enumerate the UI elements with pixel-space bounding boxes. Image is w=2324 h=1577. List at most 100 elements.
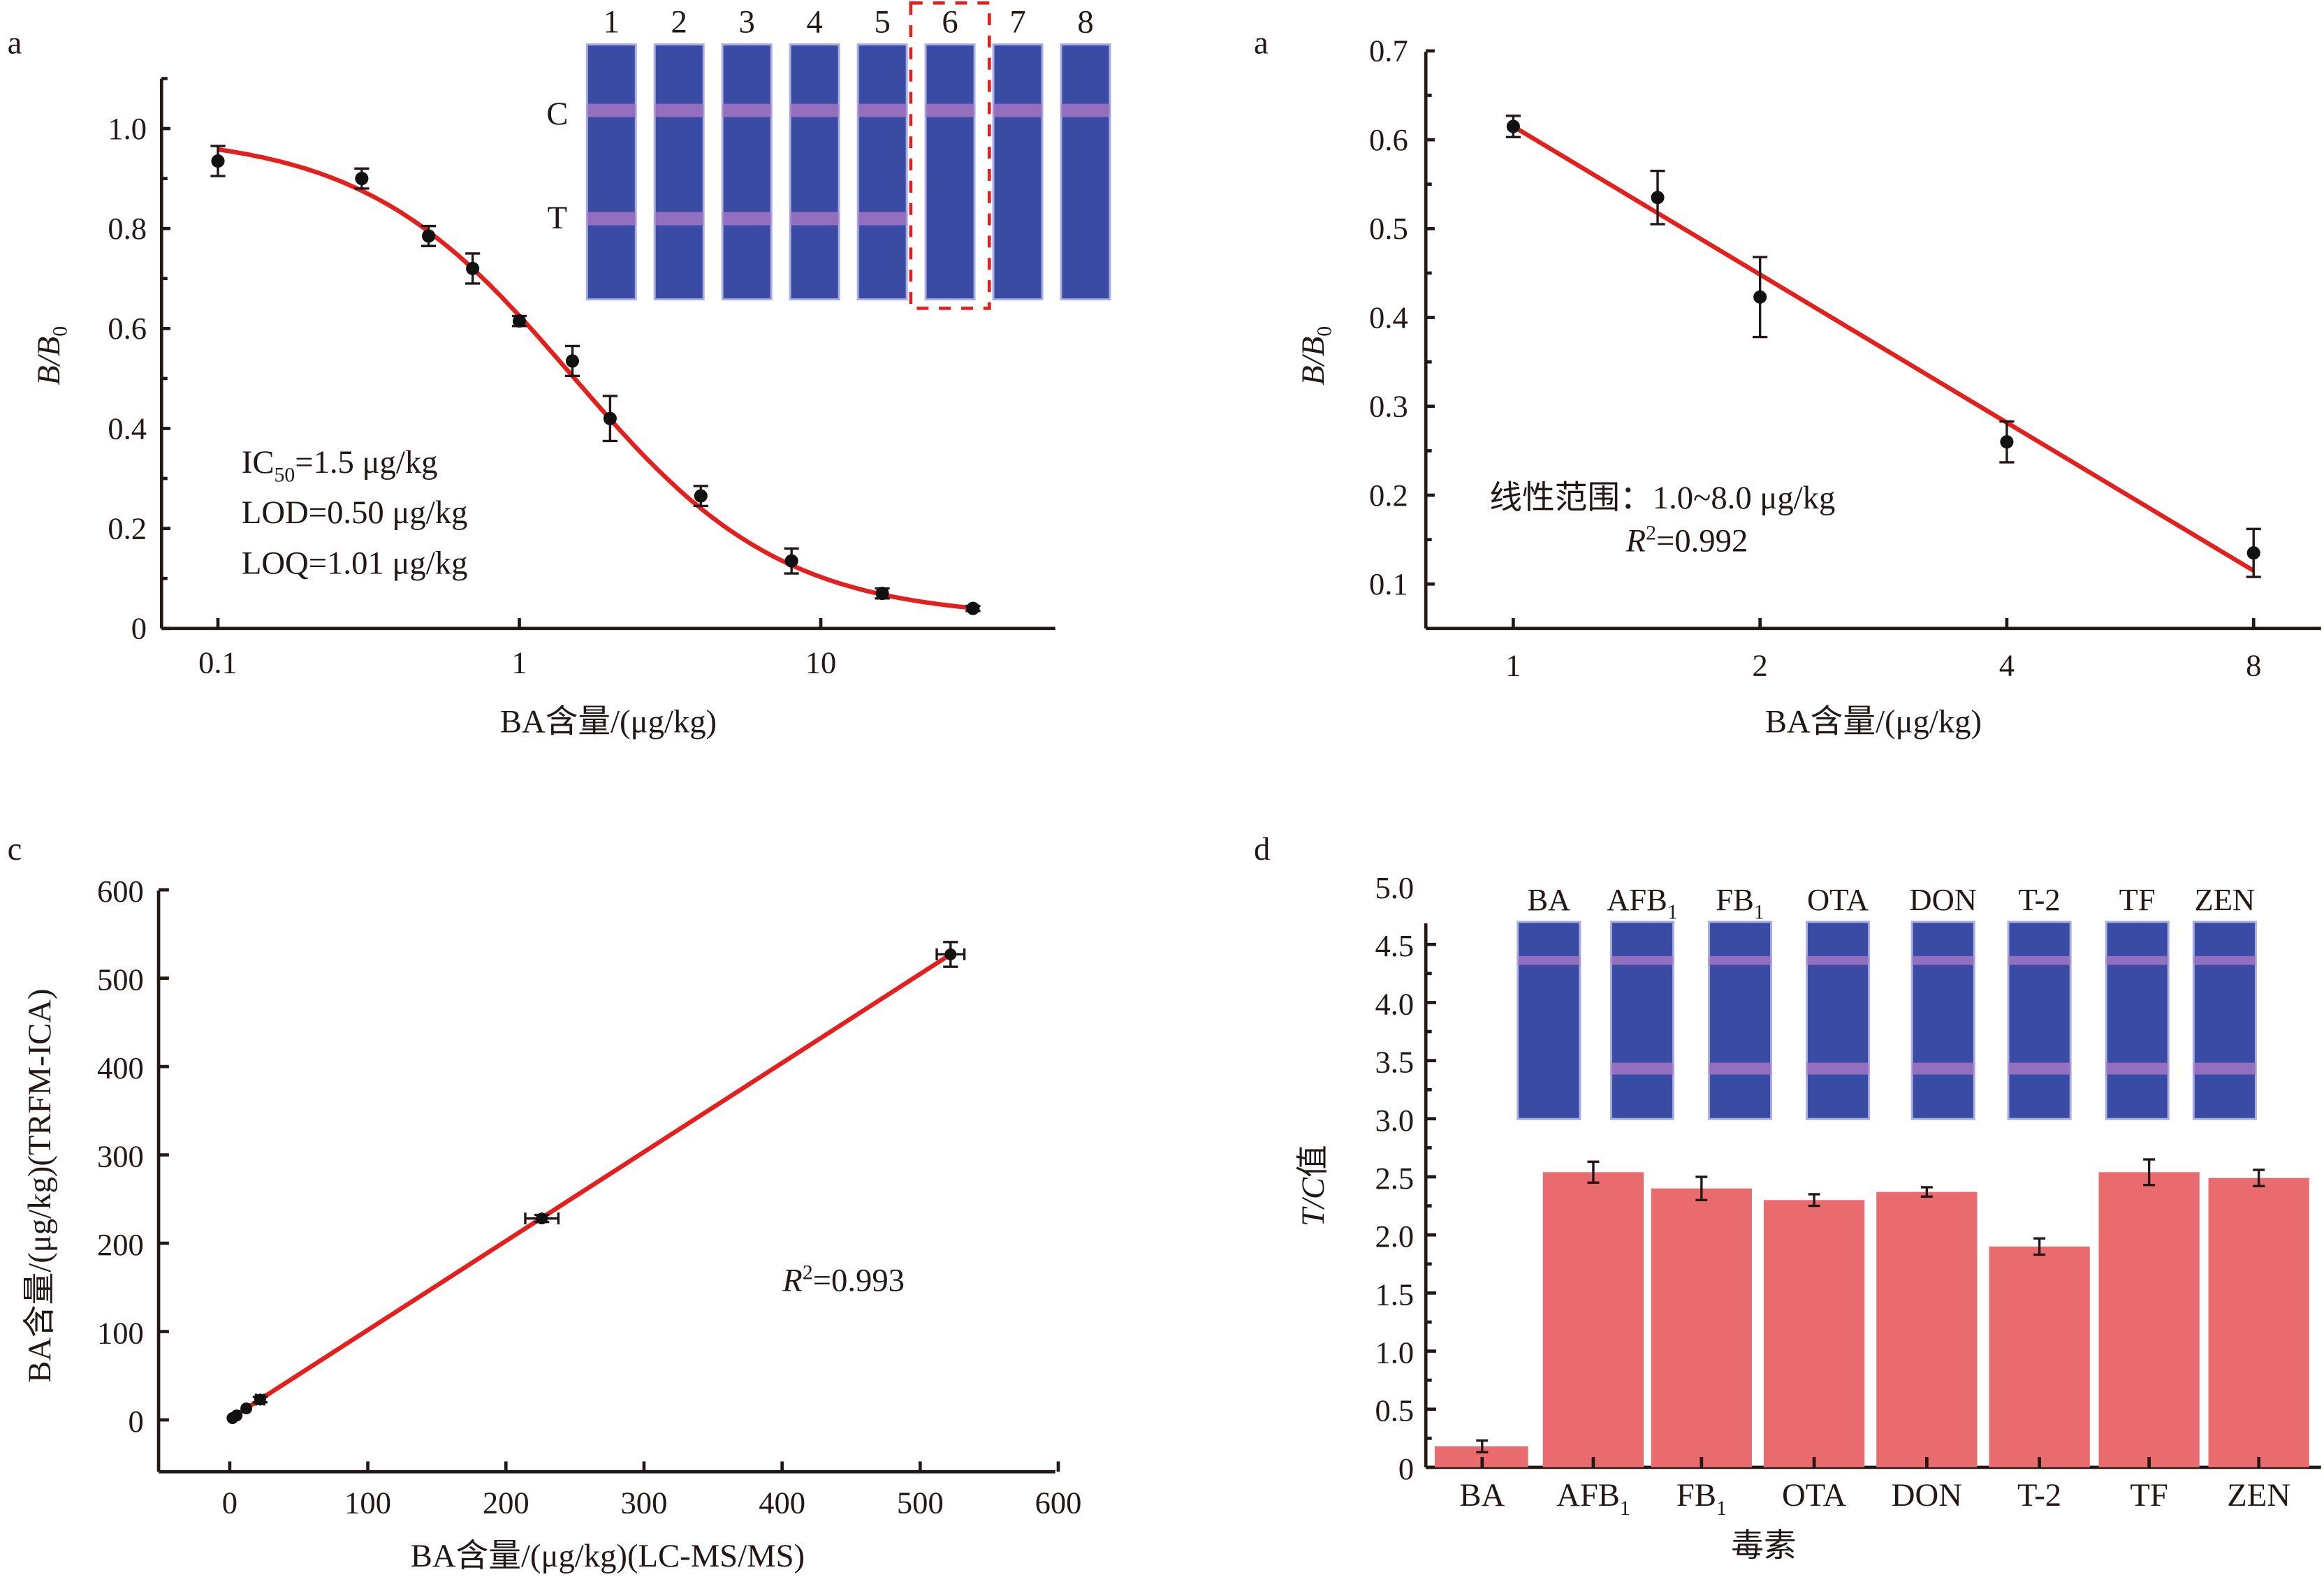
y-tick-label: 0 — [1398, 1451, 1414, 1486]
strip-number: 1 — [604, 4, 620, 41]
x-tick-label: T-2 — [2017, 1477, 2061, 1513]
y-tick-label: 0.3 — [1369, 389, 1408, 424]
y-tick-label: 100 — [97, 1316, 144, 1351]
y-axis-label: T/C值 — [1295, 1145, 1331, 1226]
x-tick-label: 200 — [483, 1486, 529, 1520]
x-tick-label: 0 — [222, 1486, 237, 1520]
control-line-label: C — [546, 96, 568, 132]
panel-d: d 0 0.5 1.0 1.5 2.0 2.5 3.0 3.5 4.0 4.5 5.0 BA AFB1 FB… — [1254, 831, 2321, 1564]
data-point — [2000, 435, 2014, 449]
data-point — [211, 154, 225, 168]
data-point — [966, 601, 980, 615]
test-strip — [2007, 920, 2072, 1120]
data-point — [875, 587, 889, 601]
data-point — [240, 1402, 253, 1415]
data-point — [536, 1212, 548, 1225]
y-tick-label: 5.0 — [1375, 870, 1415, 905]
control-line — [1061, 103, 1111, 117]
y-tick-label: 0.2 — [108, 511, 147, 546]
x-axis-label: BA含量/(μg/kg)(LC-MS/MS) — [411, 1538, 805, 1574]
y-axis-label: BA含量/(μg/kg)(TRFM-ICA) — [22, 989, 58, 1383]
y-tick-label: 1.5 — [1375, 1277, 1415, 1312]
x-tick-label: 10 — [805, 645, 837, 680]
control-line — [993, 103, 1043, 117]
annotation: IC50=1.5 μg/kg — [242, 444, 438, 487]
data-point — [422, 229, 436, 243]
control-line — [1709, 955, 1771, 965]
test-line — [1709, 1062, 1771, 1075]
annotation-r2: R2=0.992 — [1625, 522, 1748, 559]
y-tick-label: 0.1 — [1369, 566, 1408, 601]
x-tick-label: OTA — [1782, 1477, 1846, 1513]
test-line — [858, 212, 907, 226]
y-tick-label: 0.4 — [108, 411, 147, 446]
strip-number: 7 — [1009, 4, 1025, 41]
test-line — [1611, 1062, 1674, 1075]
strip-label: ZEN — [2195, 882, 2256, 917]
y-tick-label: 0.6 — [1369, 122, 1408, 157]
annotation: LOD=0.50 μg/kg — [242, 494, 468, 531]
test-strip — [2192, 920, 2257, 1120]
test-strip — [856, 43, 908, 301]
y-tick-label: 300 — [97, 1139, 144, 1174]
y-tick-label: 0.7 — [1369, 34, 1408, 68]
test-line — [2193, 1062, 2256, 1075]
x-tick-label: FB1 — [1676, 1477, 1727, 1520]
data-point — [254, 1393, 266, 1406]
strip-label: T-2 — [2018, 882, 2060, 917]
test-line — [1912, 1062, 1975, 1075]
bar — [1876, 1191, 1978, 1467]
strip-number: 8 — [1077, 4, 1093, 41]
test-strip — [1707, 920, 1773, 1120]
strip-number: 4 — [806, 4, 822, 41]
panel-a-left: a 0 0.2 0.4 0.6 0.8 1.0 0.1 1 10 BA含量/(μg/kg) B/B0 I… — [8, 1, 1111, 740]
y-tick-label: 0.6 — [108, 311, 147, 346]
control-line — [1611, 955, 1674, 965]
test-line — [722, 212, 772, 226]
control-line — [926, 103, 975, 117]
y-tick-label: 600 — [97, 874, 144, 909]
test-line — [790, 212, 840, 226]
y-tick-label: 0.2 — [1369, 478, 1408, 513]
bar — [2098, 1172, 2200, 1467]
data-point — [1651, 191, 1665, 205]
control-line — [2106, 955, 2169, 965]
y-tick-label: 400 — [97, 1050, 144, 1085]
y-tick-label: 0.5 — [1369, 211, 1408, 246]
test-line — [2106, 1062, 2169, 1075]
bar — [1651, 1188, 1752, 1467]
test-line — [655, 212, 704, 226]
x-tick-label: BA — [1459, 1477, 1505, 1513]
strip-label: BA — [1527, 882, 1570, 917]
control-line — [1806, 955, 1869, 965]
data-point — [944, 948, 957, 960]
data-point — [1506, 119, 1520, 133]
annotation-r2: R2=0.993 — [782, 1261, 905, 1298]
y-tick-label: 4.5 — [1375, 928, 1415, 963]
strip-number: 3 — [739, 4, 755, 41]
y-tick-label: 0 — [129, 1404, 144, 1439]
bar — [2208, 1178, 2309, 1467]
x-tick-label: 4 — [1999, 648, 2015, 683]
strip-label: AFB1 — [1607, 882, 1678, 924]
x-tick-label: TF — [2130, 1477, 2168, 1513]
x-tick-label: ZEN — [2227, 1477, 2290, 1513]
data-point — [231, 1409, 243, 1422]
test-strip — [653, 43, 705, 301]
test-strip — [789, 43, 840, 301]
strip-label: OTA — [1807, 882, 1869, 917]
data-point — [1753, 290, 1767, 304]
strip-number: 2 — [671, 4, 687, 41]
x-axis-label: BA含量/(μg/kg) — [500, 703, 717, 740]
x-tick-label: AFB1 — [1556, 1477, 1630, 1520]
data-point — [603, 411, 617, 425]
test-strip — [1609, 920, 1675, 1120]
test-strip — [1806, 920, 1871, 1120]
test-line — [2008, 1062, 2071, 1075]
test-strip — [1060, 43, 1111, 301]
data-point — [784, 554, 798, 568]
x-tick-label: 600 — [1035, 1486, 1082, 1520]
strip-label: FB1 — [1716, 882, 1764, 924]
panel-c: c 0 100 200 300 400 500 600 0 100 200 300 400 500 600 B… — [8, 831, 1082, 1574]
